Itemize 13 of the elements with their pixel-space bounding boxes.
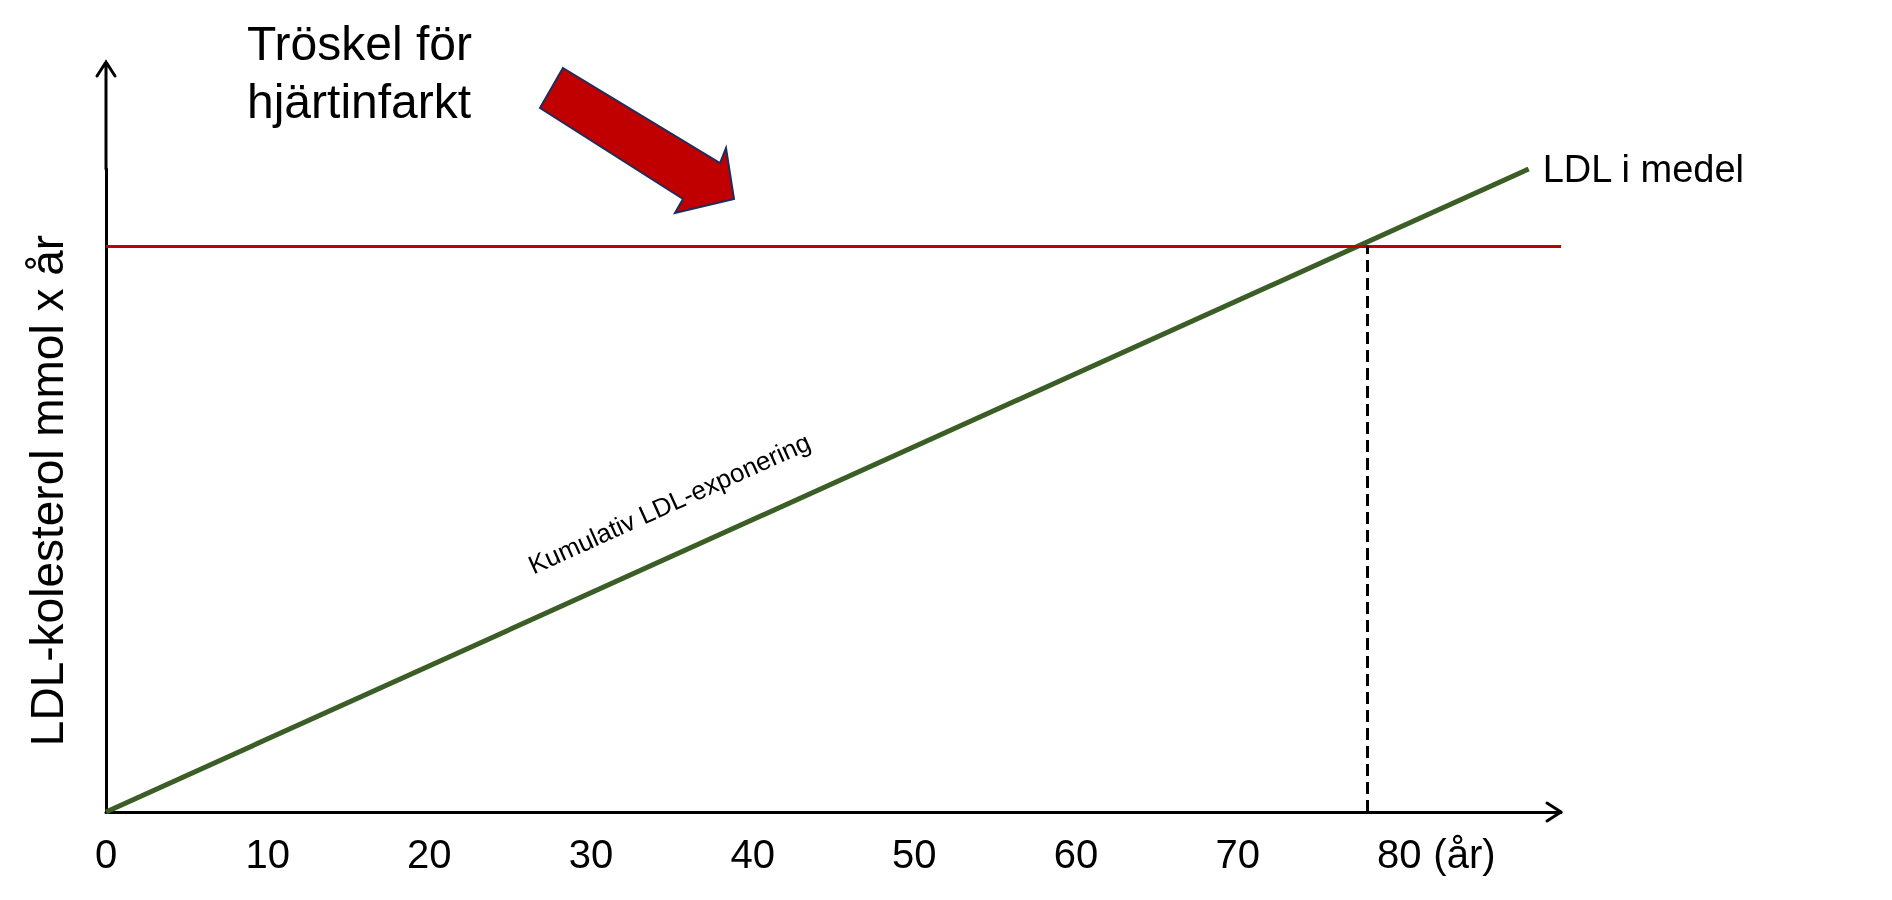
x-tick-label: 0: [94, 832, 118, 876]
y-axis-title: LDL-kolesterol mmol x år: [21, 234, 73, 747]
x-tick-label: 70: [1215, 832, 1260, 876]
x-tick-label: 20: [407, 832, 452, 876]
x-tick-label: 10: [245, 832, 290, 876]
x-tick-label: 30: [568, 832, 614, 876]
series-label: LDL i medel: [1542, 148, 1745, 190]
x-tick-label: 50: [892, 832, 937, 876]
x-tick-label: 40: [730, 832, 775, 876]
x-axis-title: (år): [1433, 832, 1496, 876]
x-tick-label: 60: [1053, 832, 1099, 876]
x-tick-label: 80: [1377, 832, 1422, 876]
ref-line-label: Tröskel för hjärtinfarkt: [247, 16, 486, 128]
